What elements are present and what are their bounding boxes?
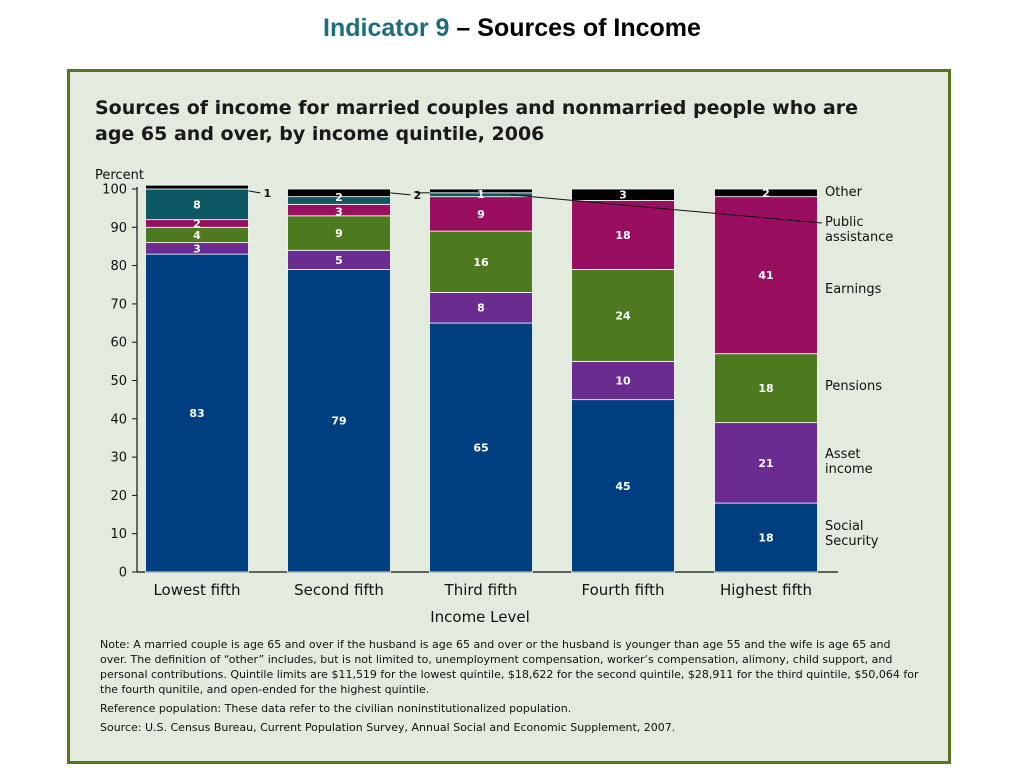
bar-lowest-fifth-social-security (145, 253, 249, 573)
y-tick-label-60: 60 (110, 336, 127, 351)
data-label-third-fifth-pensions: 16 (473, 256, 489, 269)
y-tick-label-100: 100 (102, 183, 127, 198)
chart-title-line-1: Sources of income for married couples an… (95, 97, 858, 119)
bar-third-fifth-pensions (429, 230, 533, 293)
data-label-lowest-fifth-asset-income: 3 (193, 242, 201, 255)
y-tick-label-50: 50 (110, 374, 127, 389)
bar-lowest-fifth-public-assistance (145, 188, 249, 221)
data-label-fourth-fifth-social-security: 45 (615, 480, 630, 493)
data-label-fourth-fifth-other: 3 (619, 189, 627, 202)
data-label-third-fifth-public-assistance: 1 (477, 188, 485, 201)
bar-third-fifth-other (429, 188, 533, 194)
bar-third-fifth-asset-income (429, 292, 533, 324)
data-label-lowest-fifth-social-security: 83 (189, 407, 204, 420)
data-label-highest-fifth-earnings: 41 (758, 269, 773, 282)
y-axis-label: Percent (95, 168, 144, 183)
y-tick-label-10: 10 (110, 527, 127, 542)
bar-fourth-fifth-earnings (571, 200, 675, 270)
data-label-lowest-fifth-public-assistance: 8 (193, 198, 201, 211)
bar-second-fifth-social-security (287, 269, 391, 573)
x-tick-label-fourth-fifth: Fourth fifth (582, 581, 665, 599)
bar-third-fifth-earnings (429, 196, 533, 232)
data-label-second-fifth-pensions: 9 (335, 227, 343, 240)
slide-title-text: – Sources of Income (449, 14, 701, 42)
legend-label-social-security-line-2: Security (825, 534, 879, 549)
data-label-third-fifth-asset-income: 8 (477, 302, 485, 315)
bar-fourth-fifth-pensions (571, 269, 675, 362)
x-tick-label-highest-fifth: Highest fifth (720, 581, 812, 599)
data-label-highest-fifth-pensions: 18 (758, 382, 773, 395)
data-label-fourth-fifth-earnings: 18 (615, 229, 630, 242)
y-tick-label-20: 20 (110, 489, 127, 504)
legend-label-pensions: Pensions (825, 379, 882, 394)
bar-fourth-fifth-social-security (571, 399, 675, 573)
x-tick-label-second-fifth: Second fifth (294, 581, 384, 599)
x-axis-label: Income Level (430, 608, 530, 626)
callout-line-second-fifth-other (390, 192, 411, 196)
legend-label-public-assistance-line-2: assistance (825, 230, 893, 245)
note-text: Note: A married couple is age 65 and ove… (100, 638, 919, 696)
x-tick-label-lowest-fifth: Lowest fifth (153, 581, 240, 599)
reference-population-text: Reference population: These data refer t… (100, 702, 572, 715)
data-label-third-fifth-social-security: 65 (473, 442, 488, 455)
chart-notes: Note: A married couple is age 65 and ove… (100, 637, 920, 735)
data-label-second-fifth-public-assistance: 2 (335, 191, 343, 204)
slide-title-indicator: Indicator 9 (323, 14, 450, 42)
bar-highest-fifth-social-security (714, 502, 818, 573)
data-label-highest-fifth-social-security: 18 (758, 532, 773, 545)
callout-line-lowest-fifth-other (248, 190, 261, 194)
legend-label-social-security-line-1: Social (825, 519, 864, 534)
y-tick-label-40: 40 (110, 412, 127, 427)
plot-area: 0 10 20 30 40 50 60 70 80 90 100 Lowest fifth Second… (102, 183, 893, 600)
source-text: Source: U.S. Census Bureau, Current Popu… (100, 721, 676, 734)
data-label-lowest-fifth-pensions: 4 (193, 229, 201, 242)
y-tick-label-90: 90 (110, 221, 127, 236)
bar-fourth-fifth-other (571, 188, 675, 201)
data-label-highest-fifth-asset-income: 21 (758, 457, 773, 470)
bar-highest-fifth-other (714, 188, 818, 198)
legend-label-earnings: Earnings (825, 282, 882, 297)
bar-lowest-fifth-other (145, 184, 249, 190)
bar-fourth-fifth-asset-income (571, 360, 675, 401)
y-tick-label-80: 80 (110, 259, 127, 274)
legend-label-other: Other (825, 185, 863, 200)
y-tick-label-0: 0 (119, 566, 127, 581)
bar-highest-fifth-asset-income (714, 422, 818, 504)
data-label-lowest-fifth-earnings: 2 (193, 217, 201, 230)
data-label-fourth-fifth-pensions: 24 (615, 309, 631, 322)
data-label-second-fifth-other: 2 (414, 189, 422, 202)
y-tick-label-70: 70 (110, 297, 127, 312)
x-tick-label-third-fifth: Third fifth (444, 581, 518, 599)
bar-second-fifth-pensions (287, 215, 391, 251)
data-label-lowest-fifth-other: 1 (264, 187, 272, 200)
data-label-second-fifth-earnings: 3 (335, 206, 343, 219)
data-label-second-fifth-asset-income: 5 (335, 254, 343, 267)
public-assistance-leader-line (509, 194, 823, 224)
data-label-fourth-fifth-asset-income: 10 (615, 375, 631, 388)
data-label-highest-fifth-other: 2 (762, 187, 770, 200)
slide-title: Indicator 9 – Sources of Income (0, 14, 1024, 43)
data-label-second-fifth-social-security: 79 (331, 415, 346, 428)
y-tick-label-30: 30 (110, 451, 127, 466)
data-label-third-fifth-earnings: 9 (477, 208, 485, 221)
legend-label-asset-income-line-2: income (825, 462, 873, 477)
chart-title-line-2: age 65 and over, by income quintile, 200… (95, 123, 544, 145)
legend-label-public-assistance-line-1: Public (825, 215, 863, 230)
bar-third-fifth-social-security (429, 322, 533, 573)
bar-highest-fifth-earnings (714, 196, 818, 355)
legend-label-asset-income-line-1: Asset (825, 447, 861, 462)
